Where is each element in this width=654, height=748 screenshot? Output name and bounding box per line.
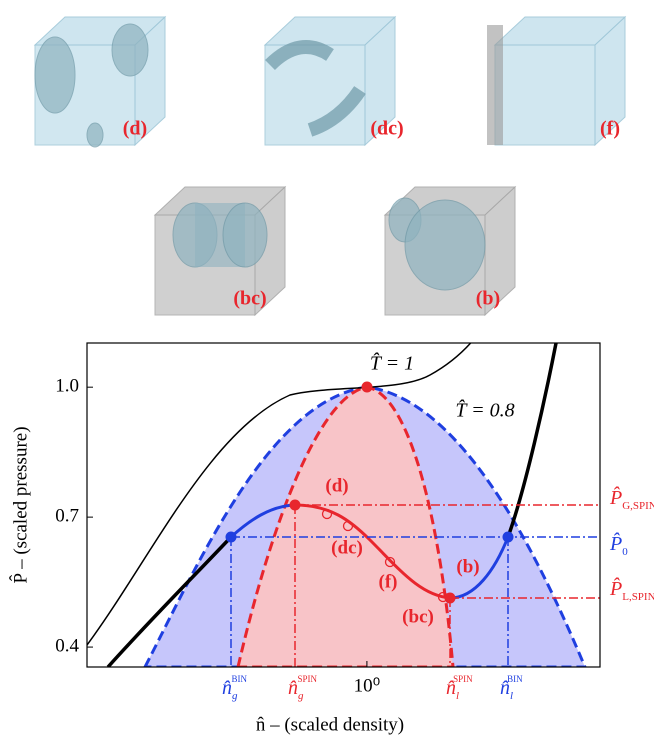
state-label: (d) <box>325 475 348 496</box>
isotherm-t08 <box>106 343 558 667</box>
guide-lines <box>230 504 600 667</box>
isotherm-label: T̂ = 0.8 <box>455 398 514 421</box>
symbol: n̂ <box>446 677 456 699</box>
symbol: P̂ <box>609 576 622 599</box>
cube <box>33 15 167 148</box>
pressure-label: P̂G,SPIN <box>609 485 654 511</box>
x-tick-label: 10⁰ <box>354 675 381 696</box>
cube-inner <box>404 199 486 291</box>
subscript: 0 <box>622 546 628 558</box>
state-label: (b) <box>456 556 479 577</box>
y-axis-label: P̂ – (scaled pressure) <box>10 426 32 583</box>
cube <box>487 15 627 147</box>
plot-area <box>87 343 600 667</box>
cube-inner <box>86 122 104 148</box>
state-label: (bc) <box>402 606 434 627</box>
symbol: n̂ <box>222 677 232 699</box>
y-tick-label: 0.4 <box>55 635 79 656</box>
y-tick-label: 1.0 <box>55 376 79 397</box>
cube-inner <box>222 202 268 268</box>
subscript: G,SPIN <box>622 500 654 512</box>
subscript: g <box>298 690 304 702</box>
panel-label: (b) <box>476 288 500 310</box>
isotherm-t1 <box>87 343 472 646</box>
cube-inner <box>111 23 149 77</box>
superscript: SPIN <box>453 674 473 684</box>
superscript: BIN <box>232 674 248 684</box>
plot-frame <box>86 342 601 668</box>
panel-label: (d) <box>123 118 147 140</box>
cube <box>263 15 397 147</box>
panel-label: (dc) <box>370 118 403 140</box>
subscript: l <box>456 690 459 702</box>
state-label: (f) <box>379 571 398 592</box>
symbol: P̂ <box>609 531 622 554</box>
superscript: SPIN <box>298 674 318 684</box>
panel-label: (f) <box>600 118 620 140</box>
symbol: n̂ <box>500 677 510 699</box>
pressure-label: P̂L,SPIN <box>609 576 654 602</box>
y-tick-label: 0.7 <box>55 505 79 526</box>
cube-front <box>494 44 596 146</box>
state-label: (dc) <box>331 537 363 558</box>
pressure-label: P̂0 <box>609 531 628 557</box>
density-label: n̂g BIN <box>222 674 248 701</box>
subscript: g <box>232 690 238 702</box>
cube-renders <box>33 15 627 317</box>
superscript: BIN <box>507 674 523 684</box>
panel-label: (bc) <box>233 288 266 310</box>
isotherm-label: T̂ = 1 <box>370 351 414 374</box>
symbol: n̂ <box>288 677 298 699</box>
cube <box>383 185 517 317</box>
symbol: P̂ <box>609 485 622 508</box>
metastable-branch <box>229 503 510 600</box>
cube-inner <box>265 40 366 137</box>
cube <box>153 185 287 317</box>
subscript: l <box>510 690 513 702</box>
cube-inner <box>487 25 503 145</box>
density-label: n̂g SPIN <box>288 674 318 701</box>
cube-inner <box>34 36 76 114</box>
x-axis-label: n̂ – (scaled density) <box>256 714 404 735</box>
subscript: L,SPIN <box>622 591 654 603</box>
special-points <box>225 381 514 604</box>
density-label: n̂l SPIN <box>446 674 473 701</box>
unstable-branch <box>294 503 451 600</box>
density-label: n̂l BIN <box>500 674 523 701</box>
